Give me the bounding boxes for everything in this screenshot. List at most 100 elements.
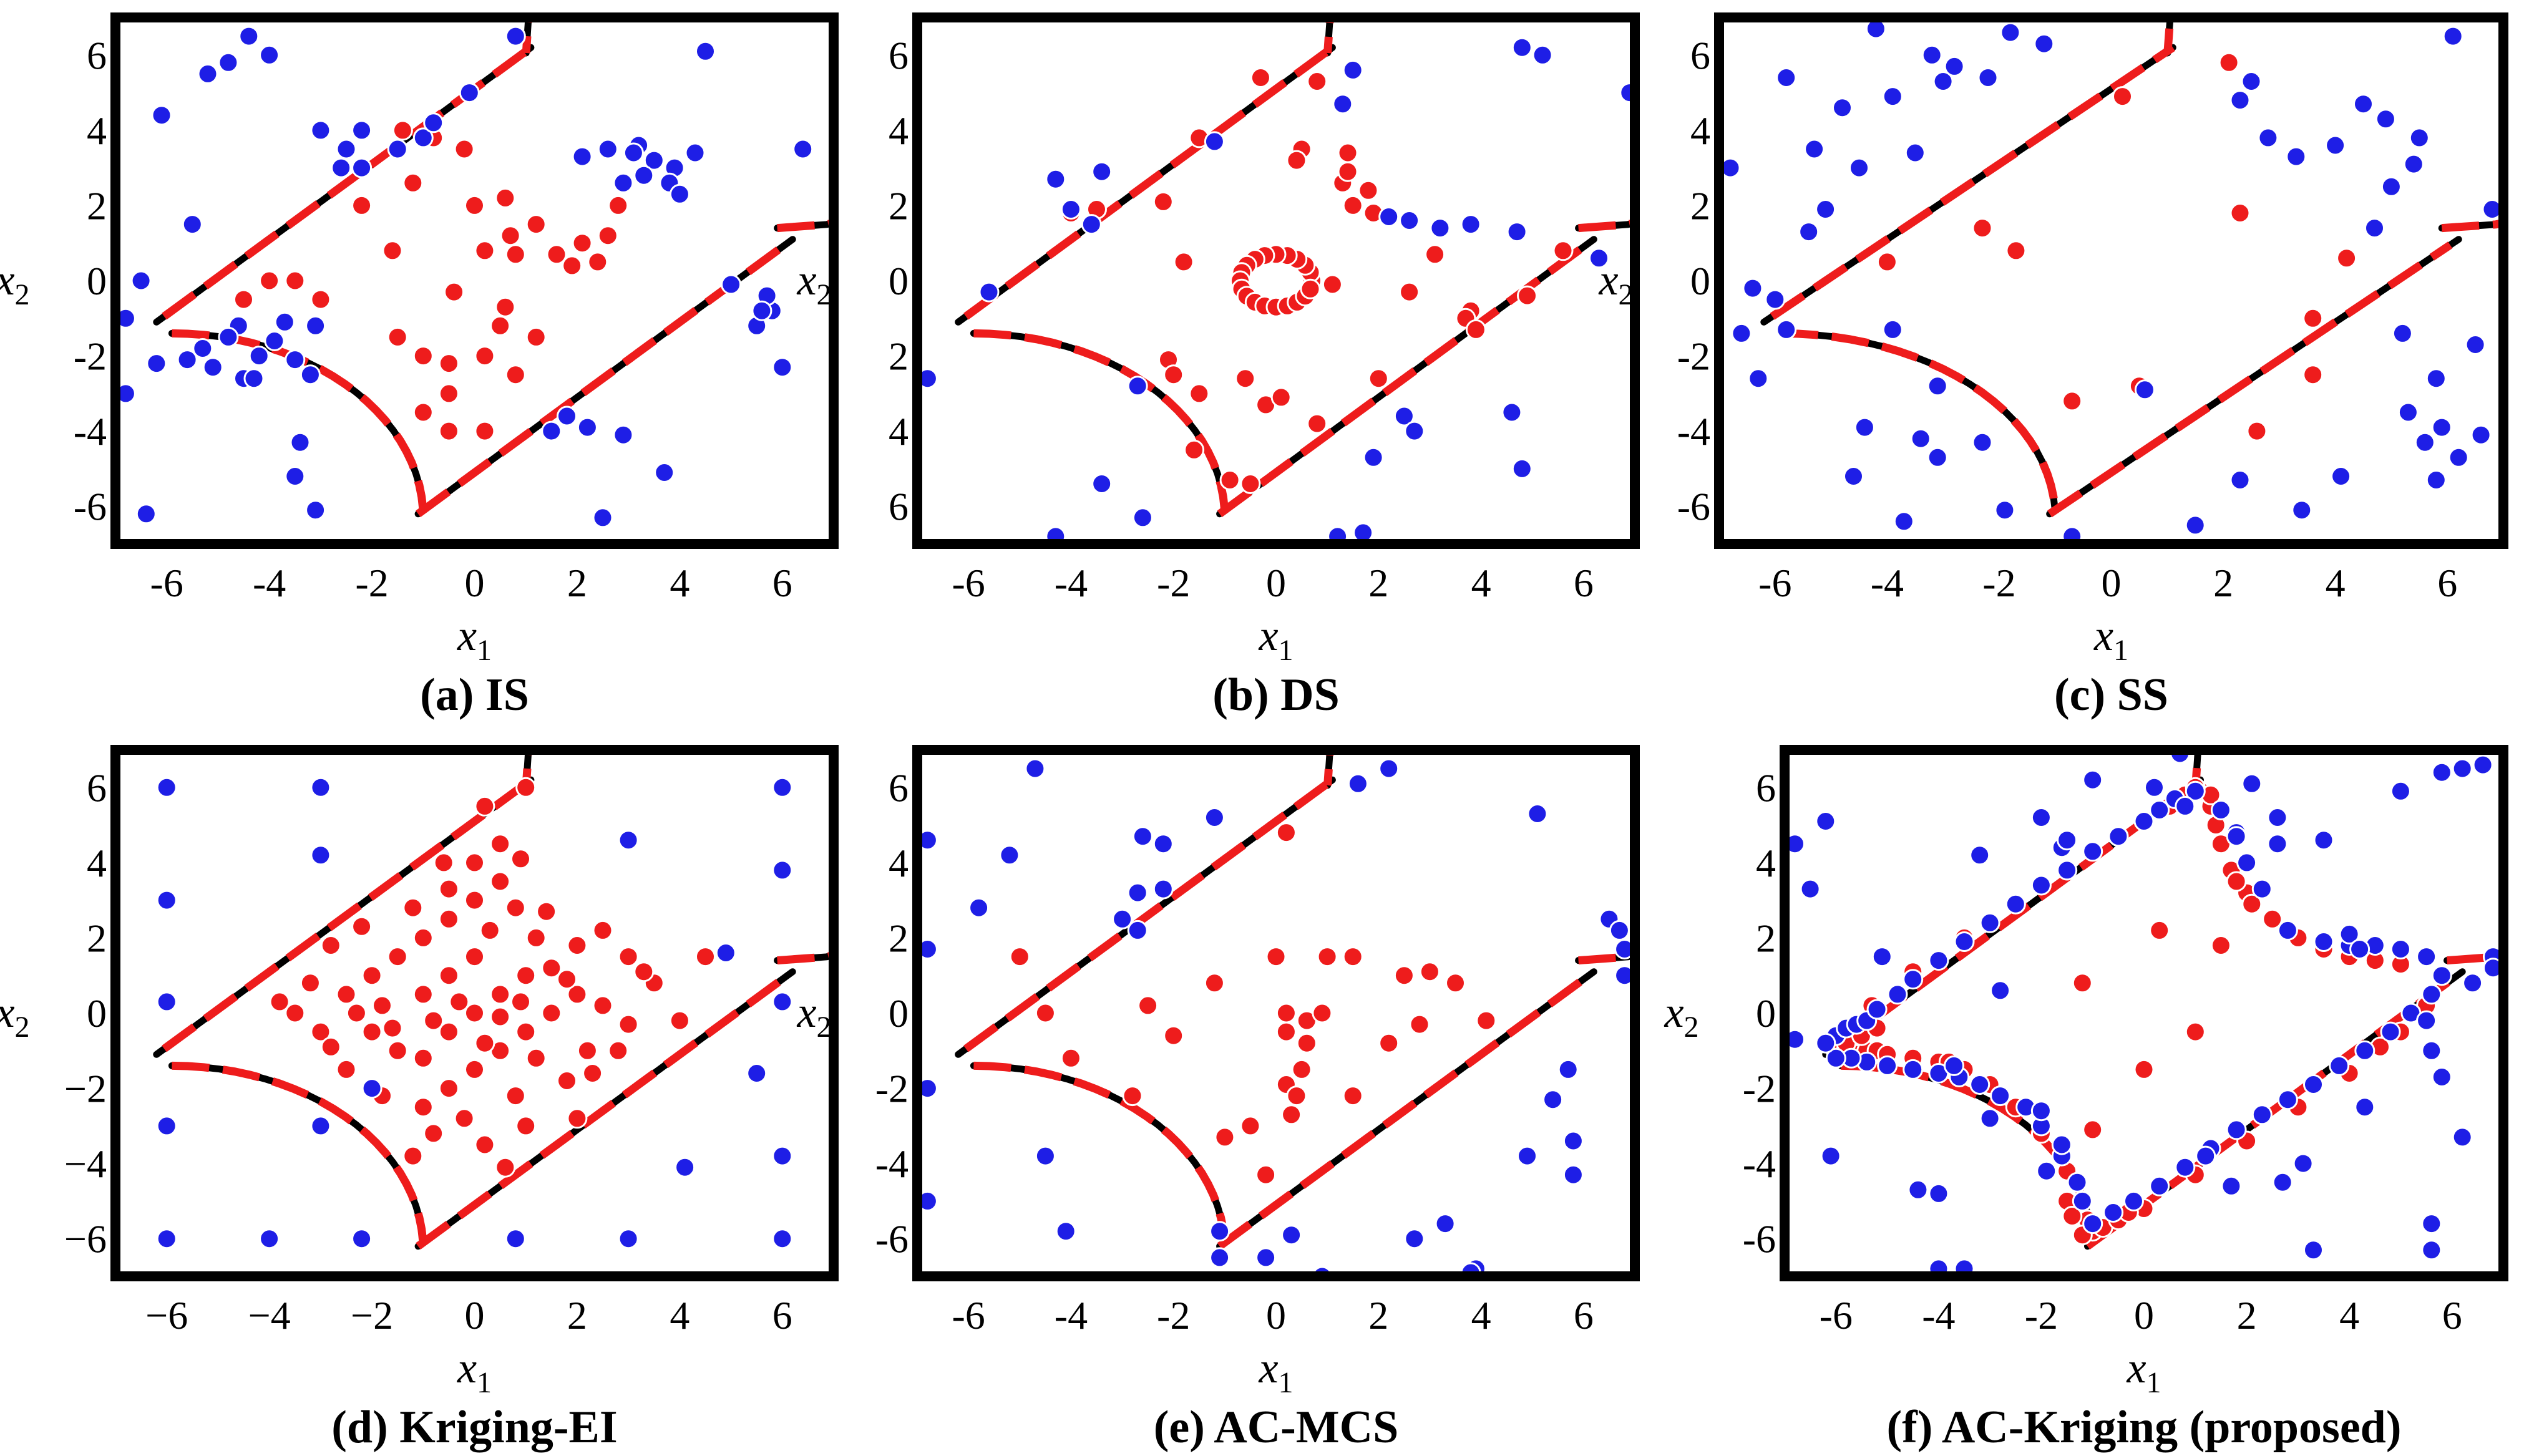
failure-point xyxy=(2313,931,2334,952)
safe-point xyxy=(2210,935,2231,956)
x-tick-label: 6 xyxy=(2437,561,2457,605)
failure-point xyxy=(1132,507,1153,528)
failure-point xyxy=(1825,1047,1846,1069)
failure-point xyxy=(541,420,562,442)
failure-point xyxy=(613,172,634,193)
failure-point xyxy=(202,357,223,378)
failure-point xyxy=(2229,90,2251,111)
failure-point xyxy=(2431,1067,2452,1087)
plot-area xyxy=(917,750,1635,1276)
x-tick-label: -2 xyxy=(1982,561,2015,605)
y-axis-label: x2 xyxy=(796,989,831,1044)
safe-point xyxy=(1163,364,1184,386)
failure-point xyxy=(1399,210,1420,231)
failure-point xyxy=(597,138,618,160)
safe-point xyxy=(546,244,567,265)
safe-point xyxy=(320,1036,341,1057)
failure-point xyxy=(2303,1240,2324,1261)
safe-point xyxy=(1240,473,1261,494)
failure-point xyxy=(2421,1040,2442,1061)
failure-point xyxy=(1904,142,1926,163)
estimated-boundary-segment-3 xyxy=(522,17,834,233)
safe-point xyxy=(438,965,459,986)
failure-point xyxy=(192,338,213,359)
x-tick-label: 0 xyxy=(2102,561,2122,605)
estimated-boundary-segment-2 xyxy=(973,1061,1229,1241)
failure-point xyxy=(2030,807,2052,828)
failure-point xyxy=(1209,1221,1230,1242)
failure-point xyxy=(2425,470,2447,490)
plot-frame xyxy=(912,12,1640,549)
failure-point xyxy=(1742,278,1763,299)
safe-point xyxy=(2062,1206,2083,1226)
failure-point xyxy=(618,830,639,851)
failure-point xyxy=(623,142,644,163)
y-tick-label: -4 xyxy=(74,409,107,454)
safe-point xyxy=(2302,364,2324,386)
x-tick-label: 4 xyxy=(2326,561,2346,605)
y-tick-label: -6 xyxy=(74,485,107,529)
safe-point xyxy=(402,897,424,918)
failure-point xyxy=(2431,762,2452,783)
failure-point xyxy=(177,349,198,371)
x-axis-label: x1 xyxy=(457,1344,492,1399)
panel-caption: (f) AC-Kriging (proposed) xyxy=(1887,1402,2402,1453)
y-axis-label-subscript: 2 xyxy=(1684,1011,1699,1044)
y-tick-label: 4 xyxy=(889,841,909,885)
safe-point xyxy=(387,946,408,968)
failure-point xyxy=(1204,131,1225,152)
y-axis-label: x2 xyxy=(1664,989,1698,1044)
y-axis-label-subscript: 2 xyxy=(15,278,30,311)
safe-point xyxy=(572,233,593,254)
x-tick-label: 2 xyxy=(2213,561,2233,605)
plot-area xyxy=(1720,17,2503,544)
safe-point xyxy=(1358,180,1379,201)
panel-caption: (c) SS xyxy=(2054,669,2168,721)
safe-point xyxy=(233,289,254,310)
failure-point xyxy=(1562,1164,1584,1185)
safe-point xyxy=(2218,52,2239,73)
safe-point xyxy=(2241,893,2263,915)
safe-point xyxy=(2185,1021,2206,1042)
safe-point xyxy=(402,172,424,193)
x-axis-label: x1 xyxy=(2126,1344,2161,1399)
failure-point xyxy=(1804,138,1825,160)
x-tick-label: 6 xyxy=(772,1293,792,1337)
failure-point xyxy=(1255,1247,1277,1268)
panel-caption: (a) IS xyxy=(420,669,529,721)
x-tick-label: 2 xyxy=(1368,1293,1388,1337)
safe-point xyxy=(608,1040,629,1061)
failure-point xyxy=(2329,1055,2350,1076)
safe-point xyxy=(567,984,588,1005)
failure-point xyxy=(2082,769,2103,790)
safe-point xyxy=(1286,150,1307,171)
failure-point xyxy=(669,183,690,205)
panel-b: -6 -4 -2 0 2 4 6 6 4 2 0 2 4 6 x1 x2 (b) DS xyxy=(796,12,1640,721)
failure-point xyxy=(1908,1179,1929,1200)
estimated-boundary-segment-3 xyxy=(522,750,834,965)
safe-point xyxy=(474,346,495,367)
plot-frame xyxy=(1714,12,2508,549)
failure-point xyxy=(1776,67,1797,88)
y-tick-label: 0 xyxy=(87,259,107,303)
y-tick-label: 0 xyxy=(889,259,909,303)
safe-point xyxy=(525,326,547,347)
failure-point xyxy=(772,357,793,378)
safe-point xyxy=(464,890,485,911)
x-tick-label: -4 xyxy=(1922,1293,1955,1337)
safe-point xyxy=(392,120,413,141)
failure-point xyxy=(182,214,203,235)
safe-point xyxy=(2082,1119,2103,1140)
failure-point xyxy=(2397,402,2419,423)
panel-caption: (d) Kriging-EI xyxy=(331,1402,617,1453)
failure-point xyxy=(2067,1172,2088,1193)
estimated-boundary-segment-2 xyxy=(172,1061,427,1241)
failure-point xyxy=(259,1228,280,1250)
failure-point xyxy=(156,890,177,911)
failure-point xyxy=(2431,965,2452,986)
failure-point xyxy=(2431,417,2452,438)
safe-point xyxy=(454,1108,475,1129)
safe-point xyxy=(372,995,392,1016)
safe-point xyxy=(2226,871,2247,892)
x-tick-label: 2 xyxy=(567,1293,587,1337)
